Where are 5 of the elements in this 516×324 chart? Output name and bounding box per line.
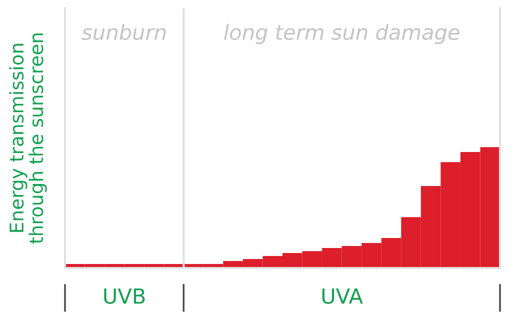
text: long term sun damage — [224, 24, 460, 44]
text: sunburn — [82, 24, 166, 40]
y-axis-title: Energy transmission through the sunscreen — [9, 33, 47, 244]
text: UVA — [322, 288, 363, 304]
text: UVB — [104, 288, 145, 304]
